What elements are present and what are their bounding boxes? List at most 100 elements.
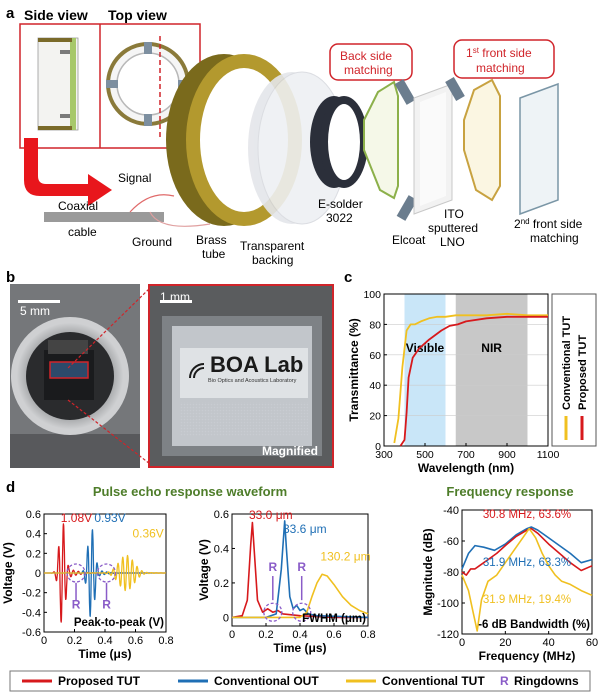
brass-label-1: Brass [196, 233, 227, 247]
y-tick-label: 40 [369, 380, 381, 392]
x-tick-label: 20 [499, 637, 511, 649]
elcoat-tab-bottom-icon [396, 195, 418, 221]
series-line-proposed-tut [399, 315, 548, 447]
y-axis-label: Voltage (V) [197, 539, 211, 601]
y-tick-label: 0.4 [214, 543, 229, 555]
magnified-label: Magnified [262, 444, 318, 458]
first-front-label-1: 1st front side [466, 46, 532, 60]
bottom-legend: Proposed TUT Conventional OUT Convention… [9, 670, 591, 692]
chart-frequency-response: 0 20 40 60 -120 -100 -80 -60 -40 Frequency (MHz) M… [421, 505, 598, 663]
esolder-label-2: 3022 [326, 211, 353, 225]
y-tick-label: 0 [35, 568, 41, 580]
section-title-frequency: Frequency response [446, 484, 573, 499]
esolder-ring-icon [310, 96, 368, 188]
ringdown-label: R [297, 560, 306, 574]
legend-box [9, 670, 591, 692]
y-tick-label: -120 [437, 629, 459, 641]
ringdown-label: R [102, 597, 111, 611]
first-front-matching-box [453, 39, 555, 79]
elcoat-tab-right-icon [445, 76, 465, 102]
legend-label-conv-out: Conventional OUT [214, 674, 319, 688]
second-front-label-1: 2nd front side [514, 217, 583, 231]
top-view-inner [116, 52, 180, 116]
x-tick-label: 0.4 [292, 629, 307, 641]
legend-label-ringdowns: Ringdowns [514, 674, 579, 688]
esolder-label-1: E-solder [318, 197, 363, 211]
side-view-layer [70, 38, 76, 130]
series-line-conventional-tut [393, 312, 548, 444]
first-front-num: 1 [466, 46, 473, 60]
annotation-fwhm: 130.2 μm [320, 550, 370, 564]
chart-transmittance: Visible NIR 300 500 700 900 1100 0 20 40 60 80 100 Wa… [347, 289, 597, 475]
annotation-fwhm: 33.0 μm [249, 508, 293, 522]
zoom-line-bottom [67, 399, 151, 465]
section-title-pulse: Pulse echo response waveform [93, 484, 287, 499]
spectrum-conventional-tut [461, 527, 593, 632]
back-matching-box [329, 43, 413, 81]
second-front-label-2: matching [530, 231, 579, 245]
y-tick-label: 100 [363, 289, 381, 301]
y-tick-label: 0.6 [214, 509, 229, 521]
back-matching-label-1: Back side [340, 49, 392, 63]
side-view-top-wall [38, 38, 72, 42]
top-view-label: Top view [108, 7, 167, 23]
photo-transducer-drawing [10, 284, 140, 468]
logo-subtitle: Bio Optics and Acoustics Laboratory [208, 378, 297, 384]
x-axis-label: Frequency (MHz) [479, 649, 576, 663]
backing-label-1: Transparent [240, 239, 305, 253]
coaxial-cable-icon [44, 212, 164, 222]
y-axis-label: Transmittance (%) [347, 318, 361, 421]
annotation-p2p: 1.08V [61, 511, 92, 525]
legend-label-proposed: Proposed TUT [58, 674, 141, 688]
brass-label-2: tube [202, 247, 226, 261]
zoom-line-top [67, 287, 151, 369]
annotation-bandwidth: 30.8 MHz, 63.6% [483, 509, 571, 521]
spectrum-proposed-tut [461, 527, 593, 576]
x-tick-label: 40 [543, 637, 555, 649]
x-tick-label: 0.2 [258, 629, 273, 641]
ito-label-3: LNO [440, 235, 465, 249]
red-arrow-icon [24, 138, 112, 206]
second-front-sup: nd [521, 217, 530, 226]
chart-c-legend-label: Conventional TUT [561, 316, 573, 410]
y-tick-label: 0.6 [26, 509, 41, 521]
x-axis-label: Time (μs) [273, 641, 326, 655]
x-tick-label: 0.2 [67, 635, 82, 647]
scale-bar-label-right: 1 mm [160, 290, 190, 304]
y-axis-label: Voltage (V) [1, 542, 15, 604]
y-tick-label: -0.2 [22, 588, 41, 600]
ground-wire [149, 211, 211, 227]
top-view-clip-w [106, 80, 118, 88]
y-tick-label: 80 [369, 319, 381, 331]
envelope-conventional-out [232, 520, 369, 619]
y-tick-label: 0.2 [214, 578, 229, 590]
x-tick-label: 0 [41, 635, 47, 647]
y-tick-label: 0.4 [26, 529, 41, 541]
top-view-clip-s [144, 114, 152, 126]
y-tick-label: -80 [443, 567, 459, 579]
band-label-visible: Visible [406, 341, 445, 355]
panel-label-c: c [344, 269, 352, 286]
ito-label-1: ITO [444, 207, 464, 221]
ground-label: Ground [132, 235, 172, 249]
x-tick-label: 0.6 [326, 629, 341, 641]
photo-transducer: 5 mm [10, 284, 140, 468]
band-nir [455, 294, 528, 446]
x-tick-label: 500 [416, 449, 434, 461]
y-tick-label: 0 [375, 441, 381, 453]
panel-label-b: b [6, 269, 15, 286]
y-tick-label: -0.6 [22, 627, 41, 639]
spectrum-conventional-out [461, 526, 593, 570]
y-tick-label: -100 [437, 598, 459, 610]
ringdown-circle [66, 563, 86, 583]
second-front-rest: front side [530, 217, 583, 231]
signal-label: Signal [118, 171, 151, 185]
logo-text: BOA Lab [210, 352, 304, 377]
box-label-bandwidth: -6 dB Bandwidth (%) [478, 619, 590, 631]
legend-symbol-ringdown: R [500, 674, 509, 688]
chart-pulse-echo: 0 0.2 0.4 0.6 0.8-0.6-0.4-0.200.20.40.6Time … [1, 509, 174, 661]
first-front-sup: st [473, 46, 480, 55]
ringdown-label: R [268, 560, 277, 574]
x-tick-label: 0.6 [128, 635, 143, 647]
